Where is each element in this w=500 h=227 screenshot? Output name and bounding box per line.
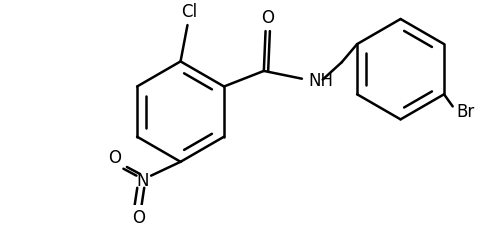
Text: Br: Br: [456, 103, 474, 121]
Text: Cl: Cl: [181, 3, 198, 21]
Text: O: O: [132, 209, 145, 227]
Text: O: O: [108, 149, 122, 167]
Text: NH: NH: [309, 72, 334, 90]
Text: N: N: [136, 172, 148, 190]
Text: O: O: [261, 9, 274, 27]
